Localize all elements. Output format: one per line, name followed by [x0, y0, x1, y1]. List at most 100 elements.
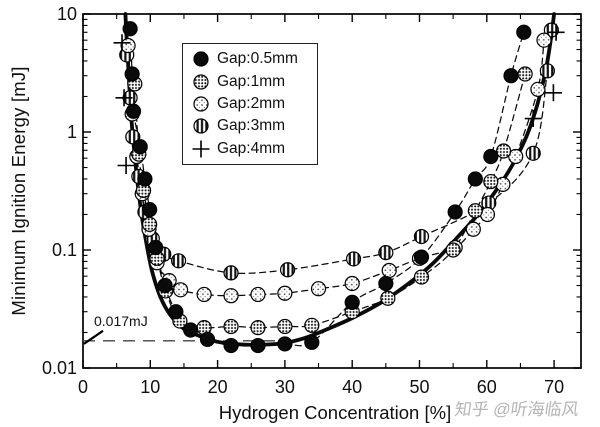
legend-label: Gap:3mm — [217, 117, 286, 135]
data-point-marker — [344, 294, 360, 310]
data-point-marker — [516, 24, 532, 40]
data-point-marker — [413, 228, 430, 245]
data-point-marker — [223, 318, 239, 335]
data-point-marker — [525, 145, 541, 161]
x-tick-label: 60 — [477, 377, 497, 397]
data-point-marker — [223, 288, 239, 304]
gap-2mm-marker-icon — [193, 96, 209, 112]
data-point-marker — [517, 66, 533, 82]
data-point-marker — [503, 68, 519, 84]
tick-labels: 0 10 20 30 40 50 60 70 10 1 0.1 0.01 — [42, 4, 564, 397]
data-point-marker — [345, 251, 362, 267]
data-point-marker — [277, 336, 293, 352]
data-point-marker — [496, 143, 512, 159]
data-point-marker — [172, 282, 189, 298]
data-point-marker — [483, 148, 499, 165]
x-tick-label: 20 — [208, 377, 228, 397]
data-point-marker — [378, 275, 394, 292]
data-point-marker — [544, 84, 562, 102]
legend-item-gap-4mm: Gap:4mm — [191, 139, 317, 159]
data-point-marker — [250, 337, 266, 354]
data-point-marker — [170, 253, 187, 269]
data-point-marker — [536, 32, 552, 48]
series-gap-0.5mm — [122, 21, 532, 354]
data-point-marker — [125, 103, 142, 119]
data-point-marker — [279, 262, 296, 278]
data-point-marker — [277, 285, 293, 301]
legend-marker-glyph — [193, 73, 209, 90]
x-tick-label: 0 — [78, 377, 88, 397]
series-line-gap-3mm — [126, 29, 553, 274]
series-line-gap-0.5mm — [129, 28, 525, 347]
data-point-marker — [445, 242, 461, 258]
y-tick-label: 1 — [67, 122, 77, 142]
y-axis-title: Minimum Ignition Energy [mJ] — [8, 66, 29, 316]
watermark: 知乎 @听海临风 — [453, 400, 581, 419]
x-tick-label: 30 — [275, 377, 295, 397]
data-point-marker — [413, 249, 430, 265]
legend-marker-glyph — [193, 96, 209, 112]
data-point-marker — [304, 317, 320, 333]
data-point-marker — [447, 204, 463, 220]
legend-marker-glyph — [192, 140, 210, 158]
data-point-marker — [524, 110, 542, 128]
data-point-marker — [196, 286, 212, 303]
gap-3mm-marker-icon — [193, 118, 209, 134]
legend-item-gap-0.5mm: Gap:0.5mm — [191, 49, 317, 69]
data-point-marker — [223, 265, 239, 281]
legend-label: Gap:1mm — [217, 72, 286, 90]
data-point-marker — [124, 66, 140, 82]
data-point-marker — [344, 275, 360, 292]
data-point-marker — [250, 319, 266, 336]
gap-1mm-marker-icon — [193, 73, 209, 90]
data-point-marker — [137, 171, 153, 187]
data-point-marker — [304, 334, 320, 350]
data-point-marker — [483, 173, 499, 190]
legend-label: Gap:4mm — [217, 139, 286, 157]
data-point-marker — [223, 337, 239, 354]
data-point-marker — [148, 239, 164, 256]
data-point-marker — [157, 277, 173, 294]
gap-0.5mm-marker-icon — [193, 51, 209, 67]
x-tick-label: 50 — [409, 377, 429, 397]
axes-frame — [82, 13, 582, 369]
annotation-dashed-line — [83, 329, 279, 345]
series-gap-4mm — [113, 23, 565, 175]
x-tick-label: 70 — [544, 377, 564, 397]
x-axis-title: Hydrogen Concentration [%] — [218, 402, 452, 423]
x-tick-label: 40 — [342, 377, 362, 397]
data-point-marker — [277, 318, 293, 335]
series-gap-3mm — [119, 22, 559, 281]
data-point-marker — [183, 322, 199, 338]
data-point-marker — [465, 221, 481, 237]
data-point-marker — [378, 245, 394, 261]
data-point-marker — [467, 171, 483, 187]
data-point-marker — [168, 304, 184, 320]
data-point-marker — [199, 331, 216, 347]
legend-label: Gap:0.5mm — [217, 50, 298, 68]
legend-item-gap-2mm: Gap:2mm — [191, 94, 317, 114]
data-point-marker — [250, 286, 266, 303]
data-point-marker — [113, 34, 131, 52]
legend-item-gap-3mm: Gap:3mm — [191, 116, 317, 136]
series-markers — [113, 21, 565, 354]
legend: Gap:0.5mm Gap:1mm Gap:2mm Gap:3mm Gap:4mm — [182, 43, 318, 165]
data-point-marker — [132, 139, 148, 155]
data-point-marker — [547, 23, 565, 41]
legend-marker-glyph — [193, 51, 209, 67]
annotation-leader-line — [83, 329, 104, 345]
data-point-marker — [539, 63, 555, 79]
y-tick-label: 10 — [57, 4, 77, 24]
legend-item-gap-1mm: Gap:1mm — [191, 72, 317, 92]
gap-4mm-marker-icon — [192, 140, 210, 158]
data-point-marker — [543, 22, 559, 38]
data-point-marker — [115, 89, 133, 107]
legend-marker-glyph — [193, 118, 209, 134]
data-point-marker — [381, 262, 397, 279]
plot-frame — [82, 13, 582, 369]
data-point-marker — [467, 203, 483, 219]
x-tick-label: 10 — [140, 377, 160, 397]
data-point-marker — [142, 201, 158, 218]
